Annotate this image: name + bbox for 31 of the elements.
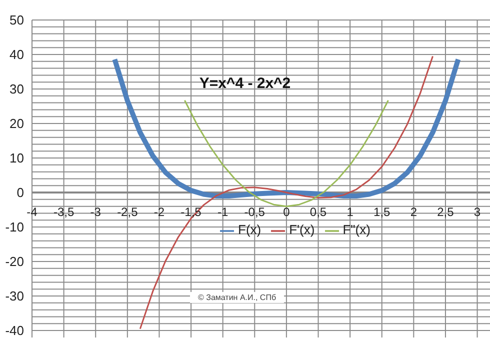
x-tick-label: 2,5 — [437, 204, 454, 219]
x-tick-label: 1 — [346, 204, 354, 219]
x-tick-label: -2 — [154, 204, 165, 219]
x-tick-label: -0,5 — [244, 204, 266, 219]
legend-label: F'(x) — [289, 222, 315, 237]
x-tick-label: -4 — [26, 204, 38, 219]
y-tick-label: -40 — [5, 323, 24, 338]
x-tick-label: -3,5 — [53, 204, 74, 219]
text: Y=x^4 - 2x^2 — [199, 75, 291, 92]
line-series — [139, 55, 434, 330]
x-tick-label: 1,5 — [374, 204, 391, 219]
x-tick-label: 0,5 — [310, 204, 327, 219]
line-series — [184, 100, 389, 208]
annotation: © Заматин А.И., СПб — [190, 292, 284, 303]
y-tick-label: 20 — [10, 116, 24, 132]
x-tick-label: -3 — [90, 204, 102, 219]
x-tick-label: -1 — [217, 204, 228, 219]
y-tick-label: -10 — [5, 220, 24, 235]
x-tick-label: 0 — [283, 204, 290, 219]
x-tick-label: 3 — [474, 204, 481, 219]
legend-label: F(x) — [238, 222, 262, 237]
x-tick-label: -2,5 — [117, 204, 138, 219]
legend-label: F"(x) — [342, 222, 370, 237]
y-tick-label: 10 — [10, 150, 24, 166]
y-tick-label: 50 — [10, 12, 24, 28]
y-tick-label: 0 — [16, 185, 24, 200]
y-tick-label: 30 — [10, 82, 24, 97]
x-tick-label: 2 — [410, 204, 418, 219]
y-tick-label: 40 — [10, 47, 24, 62]
y-tick-label: -20 — [5, 254, 24, 270]
y-tick-label: -30 — [5, 288, 24, 304]
